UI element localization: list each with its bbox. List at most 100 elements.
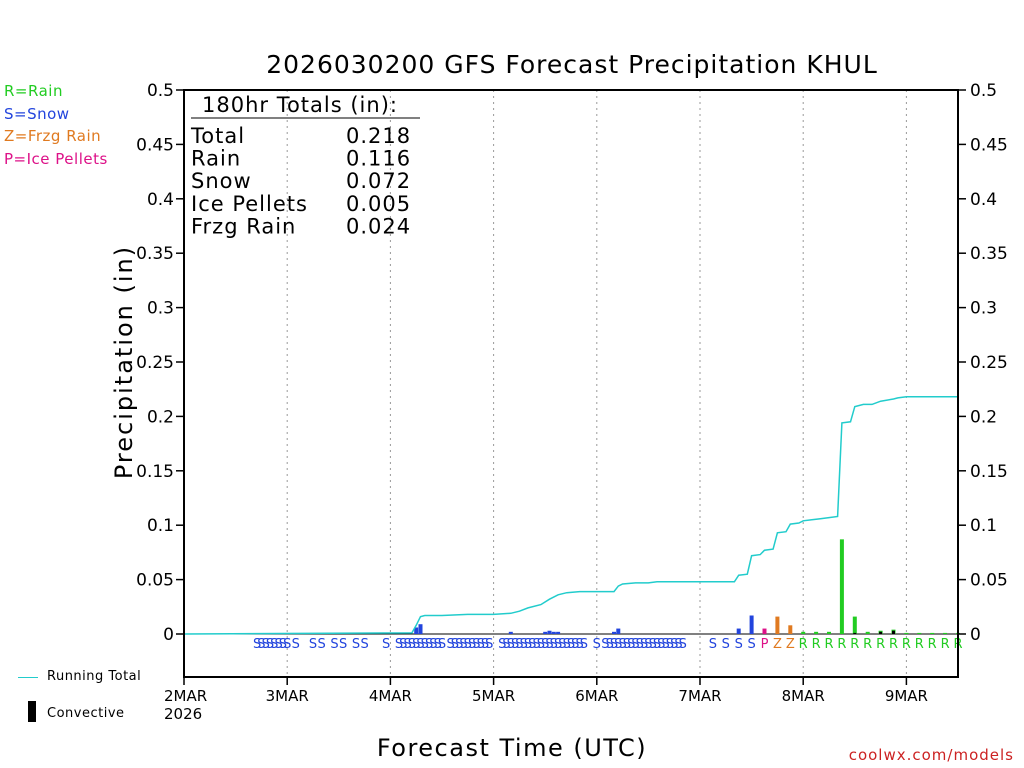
ptype-marker-92: R	[902, 637, 911, 652]
y-tick-label-right-5: 0.25	[970, 353, 1008, 373]
ptype-marker-82: Z	[773, 637, 782, 652]
ptype-marker-90: R	[876, 637, 885, 652]
totals-label-ice-pellets: Ice Pellets	[191, 192, 308, 216]
ptype-marker-57: S	[593, 637, 601, 652]
y-tick-label-left-1: 0.05	[136, 571, 174, 591]
precip-bar-1	[418, 624, 423, 634]
ptype-marker-72: S	[661, 637, 669, 652]
precip-bar-15	[814, 631, 819, 634]
running-total-key-line	[18, 677, 38, 678]
precip-bar-2	[508, 631, 513, 634]
ptype-marker-56: S	[580, 637, 588, 652]
ptype-marker-95: R	[941, 637, 950, 652]
y-tick-label-left-10: 0.5	[147, 81, 174, 101]
precip-bar-0	[414, 627, 419, 634]
ptype-marker-19: S	[408, 637, 416, 652]
totals-value-ice-pellets: 0.005	[346, 192, 411, 216]
ptype-marker-30: S	[459, 637, 467, 652]
y-tick-label-right-10: 0.5	[970, 81, 997, 101]
totals-value-total: 0.218	[346, 124, 411, 148]
ptype-marker-44: S	[528, 637, 536, 652]
y-tick-label-right-0: 0	[970, 625, 981, 645]
totals-value-snow: 0.072	[346, 169, 411, 193]
ptype-marker-12: S	[339, 637, 347, 652]
ptype-marker-54: S	[571, 637, 579, 652]
y-tick-label-left-2: 0.1	[147, 516, 174, 536]
ptype-marker-45: S	[532, 637, 540, 652]
y-tick-label-left-6: 0.3	[147, 299, 174, 319]
ptype-marker-37: S	[498, 637, 506, 652]
y-tick-label-left-8: 0.4	[147, 190, 174, 210]
totals-label-snow: Snow	[191, 169, 252, 193]
ptype-marker-91: R	[889, 637, 898, 652]
convective-bar-0	[853, 632, 857, 634]
x-tick-label-5mar: 5MAR	[472, 687, 515, 705]
precip-bar-23	[917, 632, 922, 634]
chart-title: 2026030200 GFS Forecast Precipitation KH…	[266, 50, 878, 79]
precip-bar-12	[775, 616, 780, 634]
y-tick-label-left-4: 0.2	[147, 407, 174, 427]
ptype-marker-76: S	[679, 637, 687, 652]
ptype-marker-59: S	[606, 637, 614, 652]
y-tick-label-left-9: 0.45	[136, 135, 174, 155]
ptype-marker-65: S	[631, 637, 639, 652]
ptype-marker-29: S	[455, 637, 463, 652]
ptype-marker-16: S	[395, 637, 403, 652]
totals-label-total: Total	[190, 124, 245, 148]
y-tick-label-right-3: 0.15	[970, 462, 1008, 482]
ptype-marker-18: S	[403, 637, 411, 652]
ptype-marker-39: S	[507, 637, 515, 652]
ptype-marker-40: S	[511, 637, 519, 652]
ptype-marker-55: S	[575, 637, 583, 652]
plot-frame	[183, 89, 959, 678]
ptype-marker-0: S	[253, 637, 261, 652]
ptype-marker-1: S	[257, 637, 265, 652]
ptype-marker-42: S	[520, 637, 528, 652]
ptype-marker-35: S	[481, 637, 489, 652]
precip-bar-10	[749, 615, 754, 634]
ptype-marker-25: S	[434, 637, 442, 652]
ptype-marker-41: S	[515, 637, 523, 652]
ptype-marker-34: S	[477, 637, 485, 652]
ptype-marker-88: R	[850, 637, 859, 652]
ptype-marker-17: S	[399, 637, 407, 652]
ptype-marker-84: R	[799, 637, 808, 652]
ptype-marker-79: S	[735, 637, 743, 652]
ptype-marker-4: S	[270, 637, 278, 652]
y-tick-label-right-6: 0.3	[970, 299, 997, 319]
ptype-marker-27: S	[446, 637, 454, 652]
x-axis-label: Forecast Time (UTC)	[376, 734, 648, 762]
ptype-marker-14: S	[360, 637, 368, 652]
x-tick-label-2mar: 2MAR	[164, 687, 207, 705]
totals-label-rain: Rain	[191, 147, 241, 171]
y-tick-label-right-7: 0.35	[970, 244, 1008, 264]
ptype-marker-52: S	[563, 637, 571, 652]
y-tick-label-left-7: 0.35	[136, 244, 174, 264]
convective-bar-2	[892, 630, 895, 634]
x-tick-label-9mar: 9MAR	[885, 687, 928, 705]
ptype-marker-77: S	[709, 637, 717, 652]
running-total-key-label: Running Total	[47, 669, 142, 684]
ptype-marker-32: S	[468, 637, 476, 652]
y-tick-label-right-8: 0.4	[970, 190, 997, 210]
precip-bar-13	[788, 625, 793, 634]
precip-bar-6	[556, 631, 561, 634]
ptype-marker-15: S	[382, 637, 390, 652]
ptype-marker-43: S	[524, 637, 532, 652]
y-tick-label-right-4: 0.2	[970, 407, 997, 427]
ptype-marker-83: Z	[786, 637, 795, 652]
ptype-marker-3: S	[266, 637, 274, 652]
ptype-marker-81: P	[761, 637, 769, 652]
y-tick-label-right-9: 0.45	[970, 135, 1008, 155]
ptype-marker-38: S	[502, 637, 510, 652]
precip-bar-11	[762, 628, 767, 634]
ptype-marker-31: S	[464, 637, 472, 652]
ptype-marker-89: R	[863, 637, 872, 652]
legend-ice-pellets: P=Ice Pellets	[4, 150, 108, 168]
precip-bar-22	[904, 632, 909, 634]
ptype-marker-47: S	[541, 637, 549, 652]
totals-label-frzg-rain: Frzg Rain	[191, 214, 296, 238]
y-tick-label-left-5: 0.25	[136, 353, 174, 373]
totals-value-frzg-rain: 0.024	[346, 214, 411, 238]
ptype-marker-67: S	[640, 637, 648, 652]
